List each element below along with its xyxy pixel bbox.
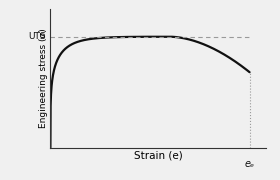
X-axis label: Strain (e): Strain (e) bbox=[134, 150, 183, 160]
Y-axis label: Engineering stress (σ): Engineering stress (σ) bbox=[39, 28, 48, 128]
Text: eₑ: eₑ bbox=[244, 159, 255, 169]
Text: UTS: UTS bbox=[29, 32, 46, 41]
